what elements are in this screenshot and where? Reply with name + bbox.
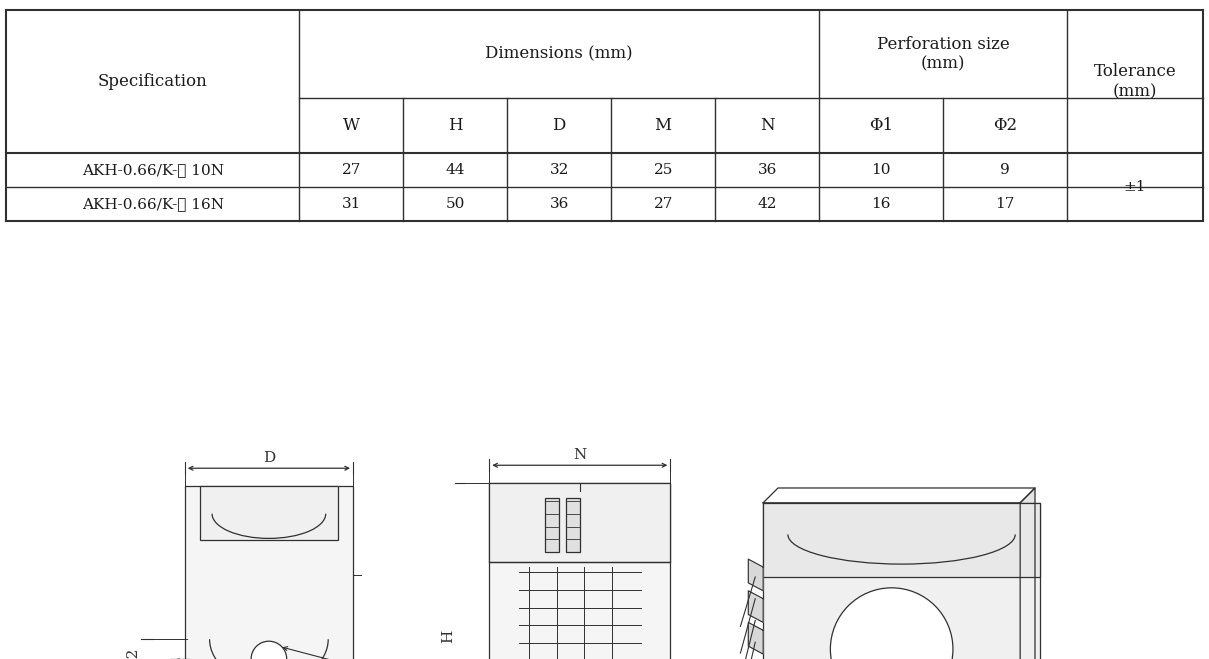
Bar	[490, 483, 670, 659]
Polygon shape	[748, 622, 763, 654]
Text: ±1: ±1	[1123, 180, 1146, 194]
Text: M: M	[654, 117, 672, 134]
Text: H: H	[441, 629, 455, 643]
Text: Φ2: Φ2	[993, 117, 1017, 134]
Text: Specification: Specification	[98, 73, 208, 90]
Circle shape	[251, 641, 287, 659]
Bar	[490, 483, 670, 562]
Text: 36: 36	[550, 197, 569, 211]
Bar	[545, 498, 559, 552]
Text: N: N	[573, 448, 586, 463]
Text: Perforation size
(mm): Perforation size (mm)	[877, 36, 1010, 72]
Text: Dimensions (mm): Dimensions (mm)	[485, 45, 634, 63]
Text: AKH-0.66/K-∅ 10N: AKH-0.66/K-∅ 10N	[82, 163, 224, 177]
Text: 17: 17	[995, 197, 1014, 211]
Text: 44: 44	[445, 163, 465, 177]
Bar	[567, 498, 580, 552]
Text: Φ1: Φ1	[869, 117, 893, 134]
Text: 27: 27	[653, 197, 673, 211]
Bar	[185, 486, 353, 659]
Text: 32: 32	[550, 163, 569, 177]
Polygon shape	[748, 559, 763, 590]
Text: 42: 42	[757, 197, 777, 211]
Text: 16: 16	[872, 197, 891, 211]
Text: AKH-0.66/K-∅ 16N: AKH-0.66/K-∅ 16N	[82, 197, 224, 211]
Text: 9: 9	[1000, 163, 1010, 177]
Text: 36: 36	[757, 163, 777, 177]
Bar	[199, 486, 339, 540]
Text: 27: 27	[342, 163, 361, 177]
Polygon shape	[748, 590, 763, 622]
Text: 25: 25	[653, 163, 673, 177]
Text: N: N	[759, 117, 775, 134]
Bar	[763, 503, 1040, 577]
Polygon shape	[1020, 488, 1035, 659]
Text: Ø2: Ø2	[127, 648, 140, 659]
Text: 50: 50	[446, 197, 465, 211]
Text: 31: 31	[342, 197, 361, 211]
Text: D: D	[262, 451, 274, 465]
Text: Tolerance
(mm): Tolerance (mm)	[1094, 63, 1176, 100]
Circle shape	[831, 588, 953, 659]
Text: D: D	[553, 117, 566, 134]
Text: H: H	[447, 117, 463, 134]
Text: W: W	[342, 117, 360, 134]
Text: 10: 10	[872, 163, 891, 177]
Bar	[763, 503, 1040, 659]
